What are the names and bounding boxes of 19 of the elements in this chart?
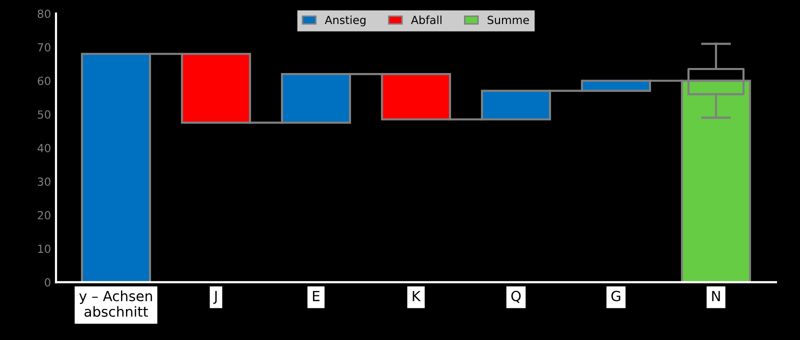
y-tick-label: 10 [38,244,50,254]
y-tick-label: 40 [38,144,50,152]
x-tick-label: y – Achsen abschnitt [79,290,152,317]
legend-label: Abfall [411,16,442,24]
x-tick-label: N [712,290,720,302]
x-tick-label: E [312,290,320,302]
x-tick-label: J [213,290,217,304]
y-tick-label: 50 [38,110,50,119]
x-tick-label: K [412,290,421,302]
y-tick-label: 0 [44,278,50,287]
y-tick-label: 20 [38,211,50,220]
y-tick-label: 70 [38,43,50,52]
legend-label: Summe [488,16,529,24]
x-tick-label: G [611,290,620,302]
x-tick-label: Q [511,290,521,303]
y-tick-label: 60 [38,76,50,86]
legend-label: Anstieg [324,16,366,26]
y-tick-label: 30 [38,177,50,186]
y-tick-label: 80 [38,10,50,18]
